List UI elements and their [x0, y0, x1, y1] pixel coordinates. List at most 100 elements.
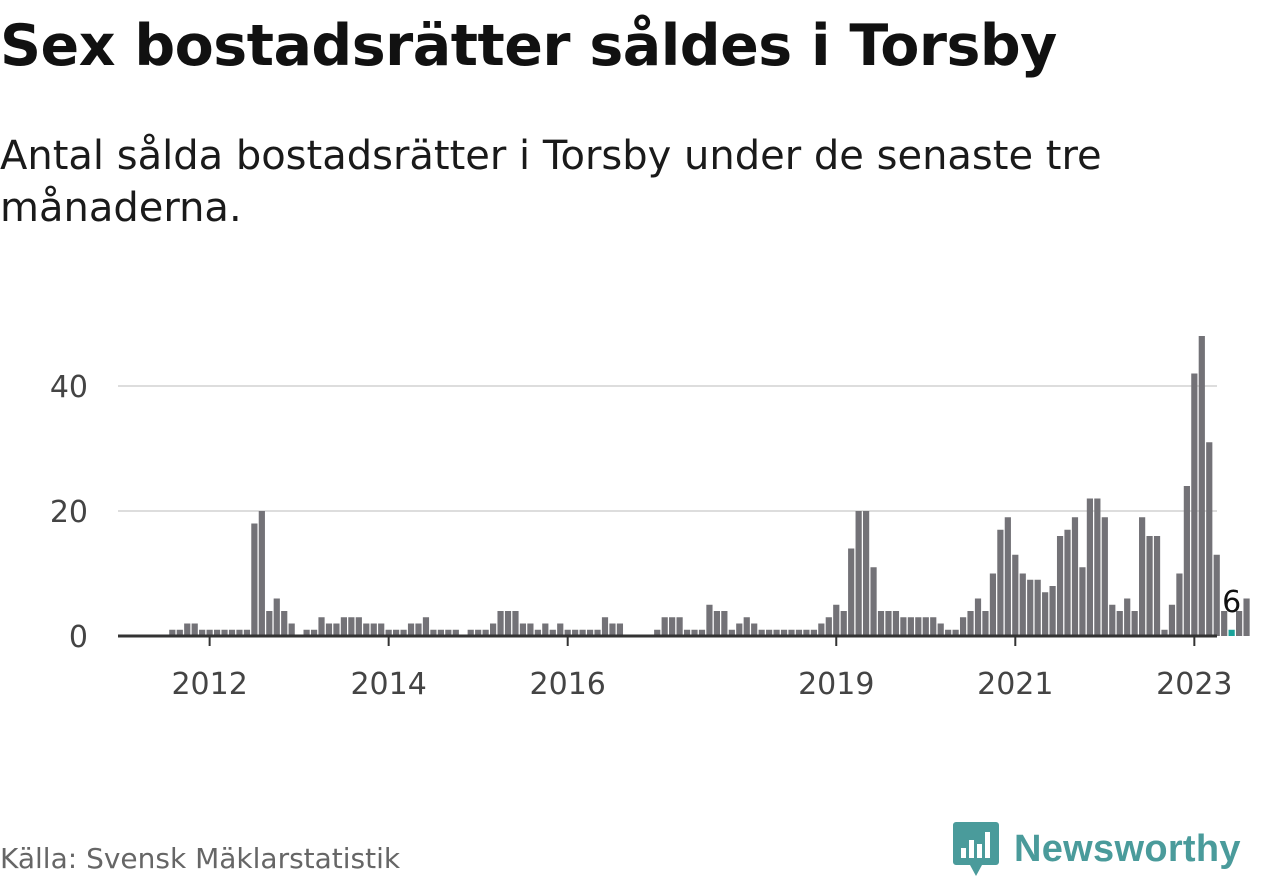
bar	[780, 629, 788, 636]
bar	[422, 617, 430, 636]
bar	[922, 617, 929, 636]
bar	[713, 611, 720, 636]
bar	[773, 629, 780, 636]
bar	[184, 623, 191, 636]
bar	[586, 629, 594, 636]
bar	[594, 629, 601, 636]
bar	[1139, 517, 1146, 636]
bar	[228, 629, 236, 636]
bar	[833, 604, 840, 636]
bar	[221, 629, 228, 636]
bar	[1019, 573, 1026, 636]
bar	[482, 629, 489, 636]
bar	[1176, 573, 1183, 636]
bar	[1101, 517, 1108, 636]
bar-chart: 0 20 40 6 2012 2014 2016 2019 2021 2023	[50, 336, 1250, 702]
bar	[363, 623, 370, 636]
bar	[1049, 586, 1056, 636]
bar	[989, 573, 997, 636]
bar	[400, 629, 407, 636]
bar	[199, 629, 206, 636]
chart-subtitle: Antal sålda bostadsrätter i Torsby under…	[0, 133, 1102, 231]
bar	[1064, 529, 1071, 636]
bar	[1146, 536, 1153, 636]
bar	[1056, 536, 1064, 636]
bar	[676, 617, 683, 636]
bar	[661, 617, 668, 636]
bar	[169, 629, 176, 636]
x-tick-label: 2014	[350, 667, 426, 702]
bar	[1071, 517, 1079, 636]
bar	[557, 623, 564, 636]
bar	[1004, 517, 1011, 636]
bar	[355, 617, 362, 636]
bar	[1042, 592, 1049, 636]
bar	[303, 629, 310, 636]
bar	[863, 511, 870, 636]
bar	[1183, 486, 1190, 636]
y-tick-label: 40	[50, 370, 88, 405]
bar	[885, 611, 892, 636]
bar	[512, 611, 519, 636]
bar	[273, 598, 280, 636]
bar	[340, 617, 347, 636]
bar	[900, 617, 907, 636]
bar	[728, 629, 735, 636]
bar	[848, 548, 855, 636]
bar	[930, 617, 937, 636]
bar	[1124, 598, 1131, 636]
bar	[974, 598, 982, 636]
bar	[266, 611, 273, 636]
bar	[407, 623, 415, 636]
bar	[1153, 536, 1161, 636]
newsworthy-chart-icon	[953, 822, 999, 876]
bar	[385, 629, 392, 636]
bar	[683, 629, 691, 636]
bar	[549, 629, 556, 636]
bar	[892, 611, 900, 636]
bar	[691, 629, 698, 636]
bar	[669, 617, 676, 636]
bar	[855, 511, 862, 636]
bar	[504, 611, 512, 636]
bar	[519, 623, 527, 636]
bar	[698, 629, 706, 636]
bar	[959, 617, 967, 636]
bar	[1079, 567, 1086, 636]
bar	[1131, 611, 1138, 636]
bar	[877, 611, 885, 636]
bar	[318, 617, 325, 636]
bar	[997, 529, 1004, 636]
bar	[758, 629, 765, 636]
x-tick-label: 2019	[798, 667, 874, 702]
bar	[251, 523, 258, 636]
bar	[609, 623, 616, 636]
bar	[743, 617, 750, 636]
bar	[1012, 554, 1019, 636]
bar	[206, 629, 213, 636]
bar	[564, 629, 571, 636]
bar	[415, 623, 422, 636]
bar	[236, 629, 243, 636]
bar	[818, 623, 825, 636]
bar	[907, 617, 914, 636]
bar	[736, 623, 743, 636]
highlight-bar	[1228, 629, 1235, 636]
bar	[213, 629, 221, 636]
bar	[467, 629, 474, 636]
bar	[1161, 629, 1168, 636]
bar	[915, 617, 922, 636]
bar	[191, 623, 198, 636]
bar	[967, 611, 974, 636]
y-tick-label: 0	[69, 620, 88, 655]
bar	[452, 629, 459, 636]
bar	[952, 629, 959, 636]
bar	[572, 629, 579, 636]
bar	[348, 617, 355, 636]
bar	[281, 611, 288, 636]
bar	[333, 623, 340, 636]
bar	[1034, 579, 1041, 636]
bar	[840, 611, 847, 636]
bar	[945, 629, 952, 636]
bar	[825, 617, 832, 636]
